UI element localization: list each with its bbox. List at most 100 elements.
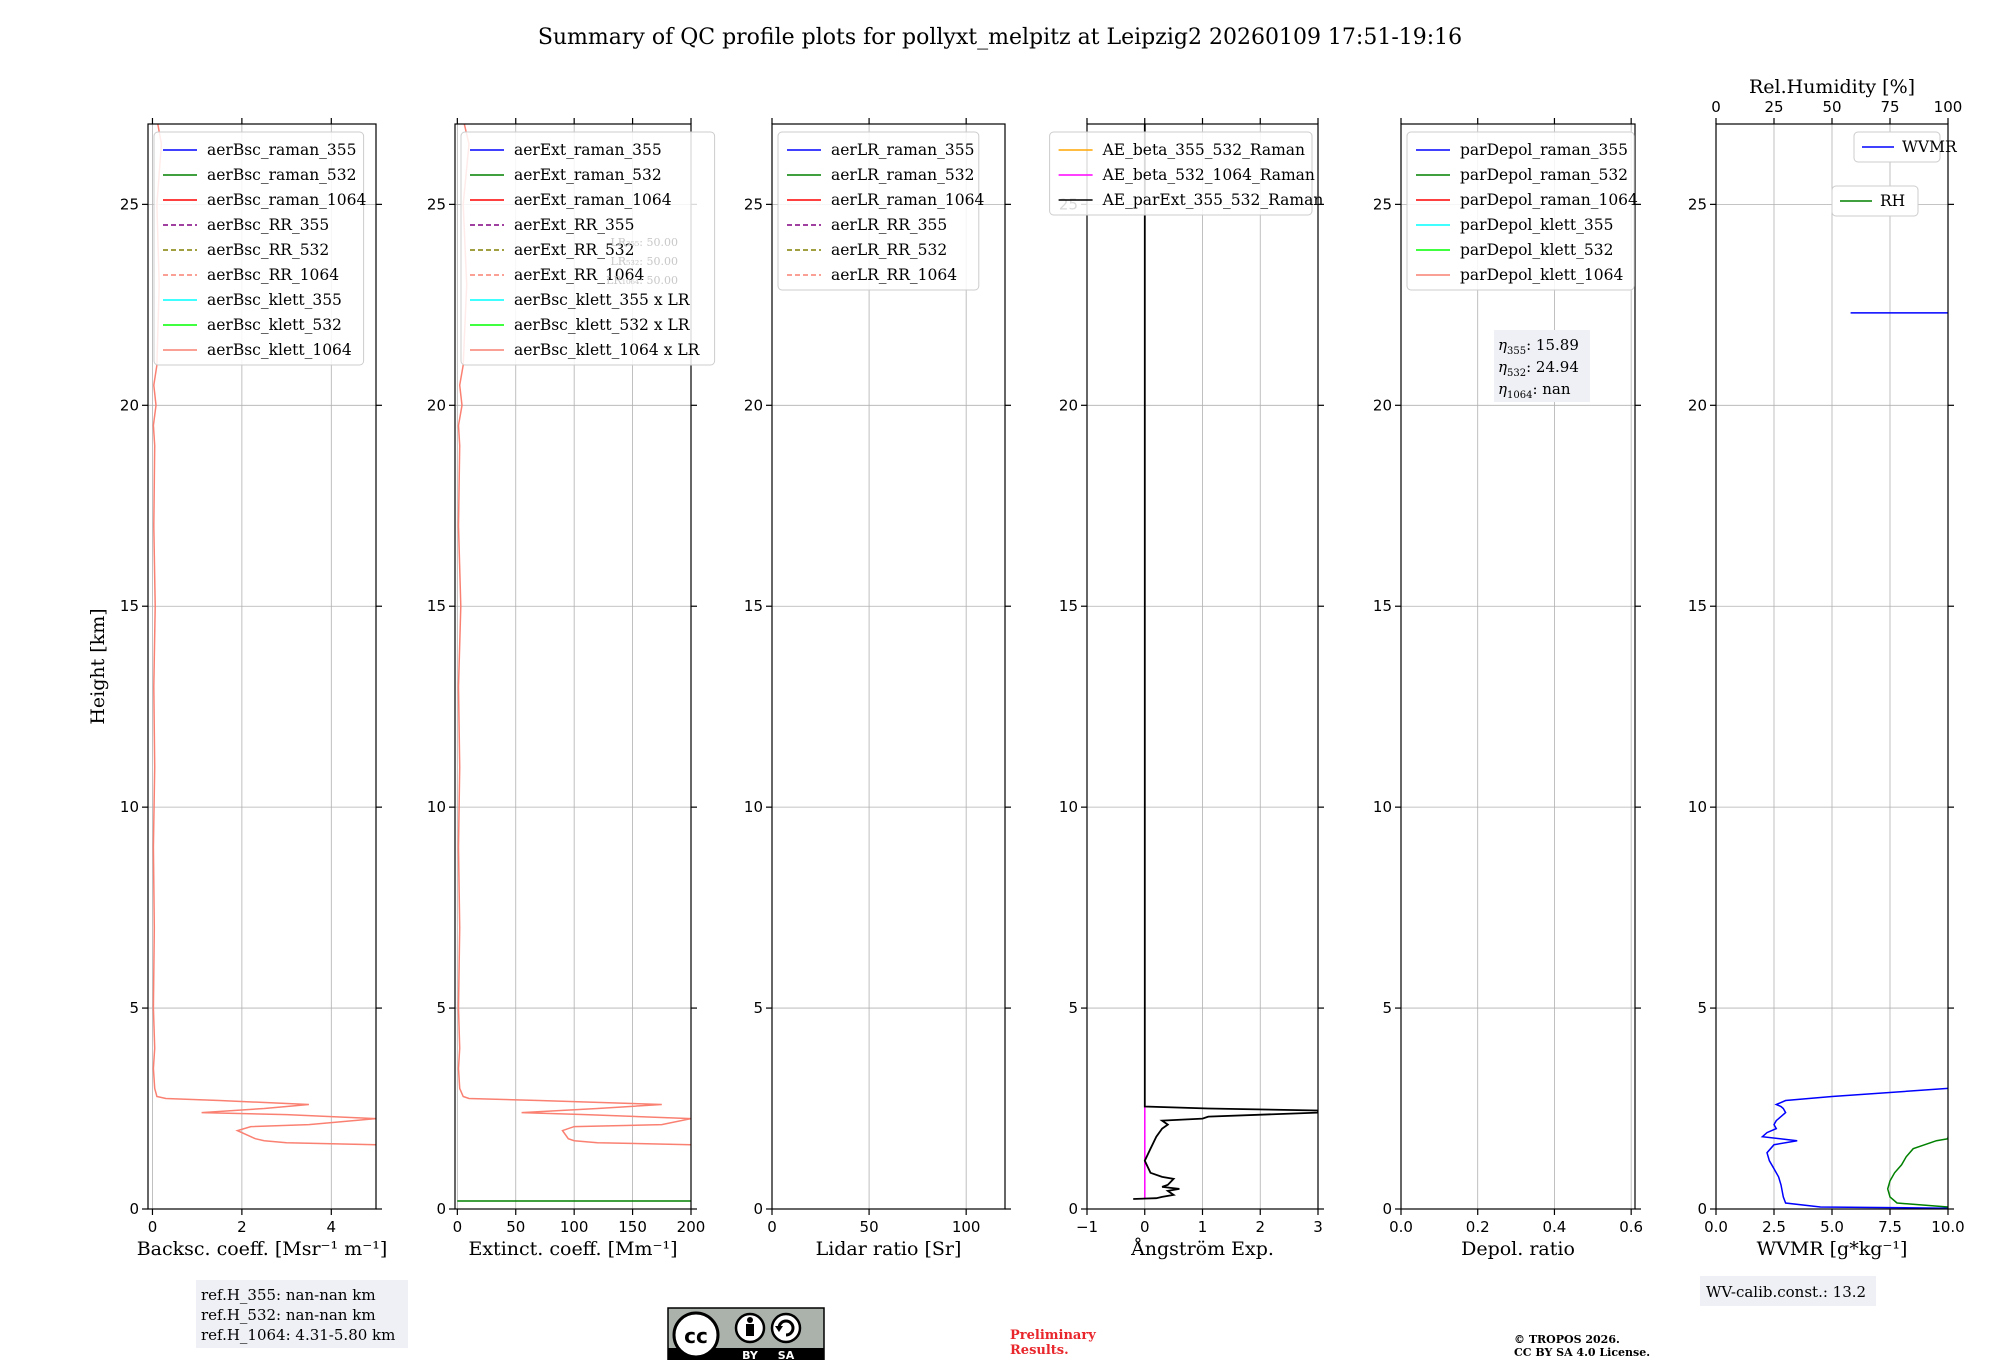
- wvmr-ytick-label: 10: [1688, 798, 1707, 816]
- depol-xlabel: Depol. ratio: [1461, 1238, 1575, 1260]
- wvmr-ytick-label: 15: [1688, 597, 1707, 615]
- depol-legend-label: parDepol_klett_355: [1460, 216, 1613, 234]
- wvmr-xtick-label: 7.5: [1878, 1218, 1902, 1236]
- extinction-legend-label: aerExt_RR_532: [514, 241, 635, 259]
- wv-calib-text: WV-calib.const.: 13.2: [1706, 1283, 1866, 1301]
- lidar_ratio-ytick-label: 20: [744, 396, 763, 414]
- backscatter-legend-label: aerBsc_klett_355: [207, 291, 342, 309]
- angstrom-ytick-label: 15: [1059, 597, 1078, 615]
- angstrom-xlabel: Ångström Exp.: [1130, 1238, 1274, 1260]
- eta-text: η532: 24.94: [1498, 358, 1579, 379]
- lidar_ratio-frame: [771, 123, 1006, 1210]
- wvmr-legend-rh: RH: [1831, 185, 1919, 217]
- wvmr-top-tick-label: 100: [1934, 98, 1963, 116]
- lidar_ratio-legend-label: aerLR_raman_355: [831, 141, 974, 159]
- extinction-legend-box: [460, 131, 716, 366]
- lidar_ratio-legend-label: aerLR_RR_355: [831, 216, 947, 234]
- lidar_ratio-ytick-label: 10: [744, 798, 763, 816]
- depol-frame: [1400, 123, 1636, 1210]
- eta-subscript: 355: [1507, 346, 1526, 357]
- eta-subscript: 532: [1507, 368, 1526, 379]
- extinction-ytick-label: 0: [436, 1200, 446, 1218]
- depol-ytick-label: 25: [1373, 195, 1392, 213]
- wvmr-xtick-label: 0.0: [1704, 1218, 1728, 1236]
- wv-calib-box: [1700, 1276, 1876, 1306]
- extinction-ytick-label: 25: [427, 195, 446, 213]
- extinction-legend-label: aerBsc_klett_1064 x LR: [514, 341, 701, 359]
- depol-xtick-label: 0.6: [1619, 1218, 1643, 1236]
- depol-xtick-label: 0.0: [1389, 1218, 1413, 1236]
- backscatter-ytick-label: 20: [120, 396, 139, 414]
- angstrom-series-ae-parext-355-532-raman: [1133, 124, 1318, 1200]
- depol-xtick-label: 0.4: [1543, 1218, 1567, 1236]
- lidar_ratio-legend-label: aerLR_raman_532: [831, 166, 974, 184]
- backscatter-series-aerbsc-klett-1064: [152, 124, 376, 1146]
- backscatter-xlabel: Backsc. coeff. [Msr⁻¹ m⁻¹]: [137, 1238, 388, 1260]
- extinction-legend-label: aerExt_raman_1064: [514, 191, 672, 209]
- lidar_ratio-ytick-label: 15: [744, 597, 763, 615]
- depol-legend-label: parDepol_raman_1064: [1460, 191, 1638, 209]
- depol-ytick-label: 0: [1382, 1200, 1392, 1218]
- extinction-legend-label: aerExt_RR_355: [514, 216, 635, 234]
- ref-height-text: ref.H_532: nan-nan km: [201, 1306, 376, 1324]
- lidar_ratio-legend-label: aerLR_RR_532: [831, 241, 947, 259]
- backscatter-xtick-label: 4: [327, 1218, 337, 1236]
- backscatter-ytick-label: 5: [129, 999, 139, 1017]
- wvmr-xtick-label: 10.0: [1931, 1218, 1964, 1236]
- extinction-lr-note: LR₁₀₆₄: 50.00: [606, 274, 678, 287]
- eta-value: : nan: [1532, 380, 1570, 398]
- depol-ytick-label: 5: [1382, 999, 1392, 1017]
- cc-by-label: BY: [742, 1349, 759, 1360]
- eta-box: [1494, 330, 1590, 402]
- wvmr-top-tick-label: 50: [1822, 98, 1841, 116]
- wvmr-ytick-label: 5: [1697, 999, 1707, 1017]
- wvmr-legend-label: RH: [1880, 192, 1905, 210]
- backscatter-legend-label: aerBsc_raman_1064: [207, 191, 367, 209]
- wvmr-top-tick-label: 0: [1711, 98, 1721, 116]
- backscatter-legend-label: aerBsc_raman_355: [207, 141, 357, 159]
- ref-height-text: ref.H_1064: 4.31-5.80 km: [201, 1326, 395, 1344]
- depol-legend-label: parDepol_raman_355: [1460, 141, 1628, 159]
- backscatter-ylabel: Height [km]: [87, 608, 109, 724]
- eta-text: η1064: nan: [1498, 380, 1571, 401]
- extinction-legend-label: aerExt_raman_532: [514, 166, 662, 184]
- extinction-xtick-label: 200: [677, 1218, 706, 1236]
- wvmr-annotation: WV-calib.const.: 13.2: [1700, 1276, 1876, 1306]
- wvmr-xlabel: WVMR [g*kg⁻¹]: [1757, 1238, 1908, 1260]
- eta-symbol: η: [1498, 336, 1507, 354]
- cc-icon: cc: [684, 1324, 708, 1348]
- wvmr-legend-label: WVMR: [1902, 138, 1958, 156]
- eta-symbol: η: [1498, 380, 1507, 398]
- lidar_ratio-panel: 0 5 10 15 20 25 0 50 100 Lidar ratio [Sr] aerLR_ra…: [744, 118, 1011, 1260]
- extinction-ytick-label: 15: [427, 597, 446, 615]
- backscatter-legend-label: aerBsc_RR_532: [207, 241, 329, 259]
- backscatter-legend-label: aerBsc_RR_355: [207, 216, 329, 234]
- cc-sa-label: SA: [778, 1349, 795, 1360]
- backscatter-legend-label: aerBsc_klett_532: [207, 316, 342, 334]
- preliminary-line-2: Results.: [1010, 1343, 1069, 1358]
- eta-symbol: η: [1498, 358, 1507, 376]
- copyright-line-2: CC BY SA 4.0 License.: [1514, 1346, 1650, 1359]
- backscatter-frame: [147, 123, 377, 1210]
- wvmr-ytick-label: 20: [1688, 396, 1707, 414]
- lidar_ratio-legend-label: aerLR_raman_1064: [831, 191, 984, 209]
- cc-license-badge: cc BY SA: [667, 1307, 825, 1360]
- backscatter-legend-label: aerBsc_raman_532: [207, 166, 357, 184]
- angstrom-xtick-label: 0: [1140, 1218, 1150, 1236]
- extinction-xtick-label: 150: [618, 1218, 647, 1236]
- extinction-frame: [454, 123, 692, 1210]
- figure-title: Summary of QC profile plots for pollyxt_…: [538, 25, 1462, 50]
- lidar_ratio-xlabel: Lidar ratio [Sr]: [816, 1238, 962, 1260]
- wvmr-legend-wvmr: WVMR: [1853, 131, 1958, 163]
- backscatter-annotation: ref.H_355: nan-nan km ref.H_532: nan-nan …: [196, 1280, 408, 1348]
- backscatter-legend-label: aerBsc_RR_1064: [207, 266, 339, 284]
- backscatter-legend-box: [153, 131, 365, 366]
- extinction-xtick-label: 0: [453, 1218, 463, 1236]
- extinction-legend-label: aerExt_RR_1064: [514, 266, 645, 284]
- wvmr-legend-box: [1831, 185, 1919, 217]
- angstrom-xtick-label: 1: [1198, 1218, 1208, 1236]
